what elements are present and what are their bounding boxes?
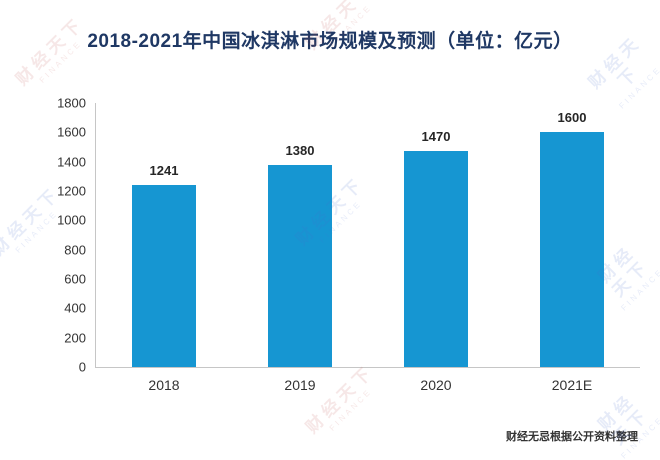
bar-value-label: 1380 <box>285 142 315 158</box>
y-axis-tick-label: 0 <box>78 359 86 375</box>
source-note: 财经无忌根据公开资料整理 <box>506 431 638 443</box>
bar-group: 1380 <box>232 103 368 367</box>
chart-title: 2018-2021年中国冰淇淋市场规模及预测（单位：亿元） <box>87 31 573 52</box>
y-axis-tick-label: 200 <box>64 330 86 346</box>
x-axis-tick-label: 2021E <box>551 377 593 393</box>
y-axis-tick-label: 1000 <box>57 212 86 228</box>
plot-area: 0 200 400 600 800 1000 1200 1400 1600 1800 1241 201… <box>57 96 640 393</box>
bar-group: 1241 <box>96 103 232 367</box>
bar <box>132 185 196 367</box>
y-axis-tick-label: 400 <box>64 300 86 316</box>
x-axis-tick-label: 2020 <box>420 377 452 393</box>
bar <box>404 151 468 367</box>
bar-group: 1470 <box>368 103 504 367</box>
bar-value-label: 1470 <box>421 129 451 145</box>
y-axis-tick-label: 1200 <box>57 183 86 199</box>
bar-value-label: 1241 <box>149 163 179 178</box>
y-axis-tick-label: 800 <box>64 242 86 258</box>
bar <box>540 132 604 367</box>
y-axis-tick-label: 1800 <box>57 95 86 111</box>
y-axis-tick-label: 1600 <box>57 124 86 140</box>
y-axis-tick-label: 600 <box>64 271 86 287</box>
x-axis-tick-label: 2018 <box>148 377 180 393</box>
bar-group: 1600 <box>504 103 640 367</box>
bar <box>268 164 332 367</box>
y-axis-tick-label: 1400 <box>57 154 86 170</box>
x-axis-tick-label: 2019 <box>284 377 316 393</box>
bar-value-label: 1600 <box>557 110 587 126</box>
